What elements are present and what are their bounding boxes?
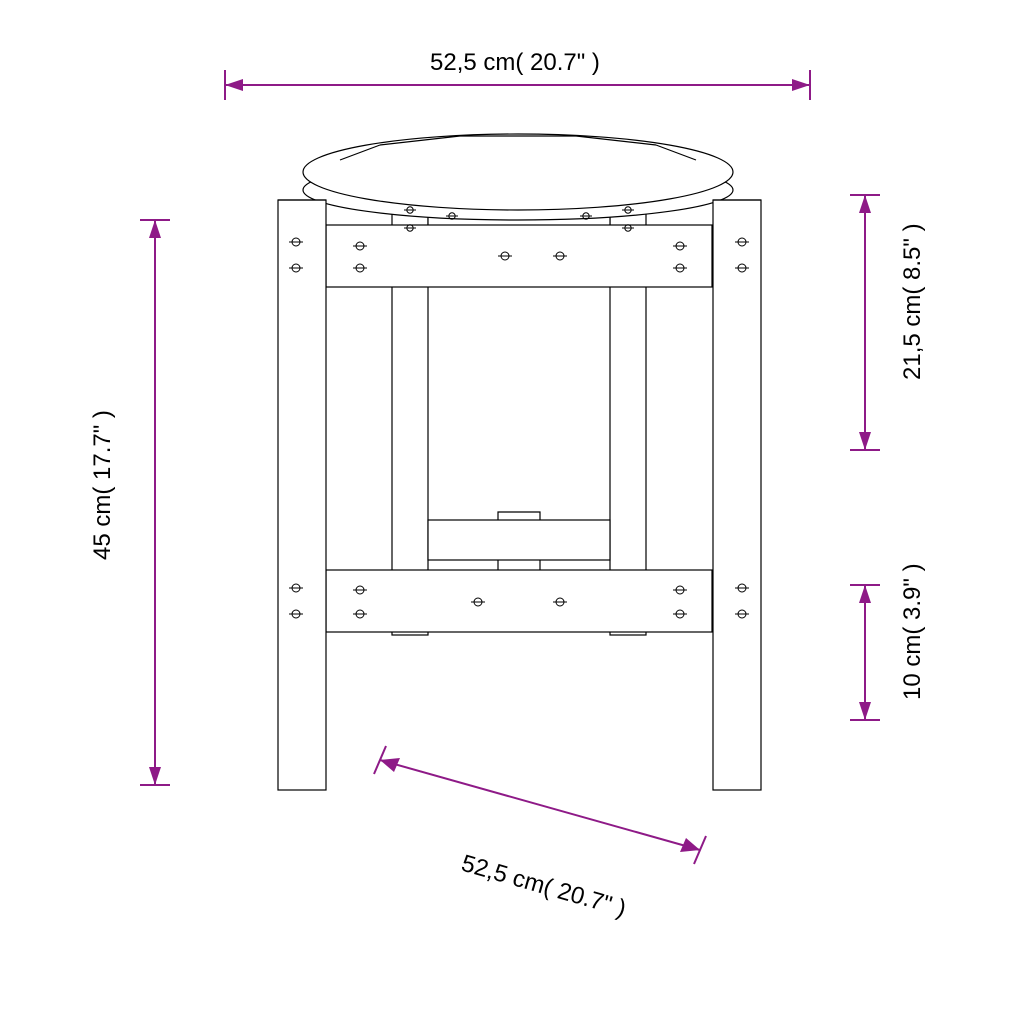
leg-front-left xyxy=(278,200,326,790)
dim-apron-label: 21,5 cm( 8.5" ) xyxy=(899,223,926,380)
leg-front-right xyxy=(713,200,761,790)
product-table xyxy=(278,134,761,790)
dim-depth-label: 52,5 cm( 20.7" ) xyxy=(458,850,629,923)
dim-height-label: 45 cm( 17.7" ) xyxy=(89,410,116,560)
dim-apron: 21,5 cm( 8.5" ) xyxy=(850,195,926,450)
dim-depth: 52,5 cm( 20.7" ) xyxy=(374,746,706,923)
apron-front xyxy=(326,225,712,287)
dim-top-width: 52,5 cm( 20.7" ) xyxy=(225,49,810,100)
dim-floor-gap: 10 cm( 3.9" ) xyxy=(850,563,926,720)
dim-top-width-label: 52,5 cm( 20.7" ) xyxy=(430,49,600,76)
stretcher-front xyxy=(326,570,712,632)
stretcher-back-stub xyxy=(428,520,610,560)
dim-floor-gap-label: 10 cm( 3.9" ) xyxy=(899,563,926,700)
dim-height: 45 cm( 17.7" ) xyxy=(89,220,170,785)
tabletop xyxy=(303,134,733,220)
dimension-drawing: 52,5 cm( 20.7" ) 45 cm( 17.7" ) 21,5 cm(… xyxy=(0,0,1024,1024)
